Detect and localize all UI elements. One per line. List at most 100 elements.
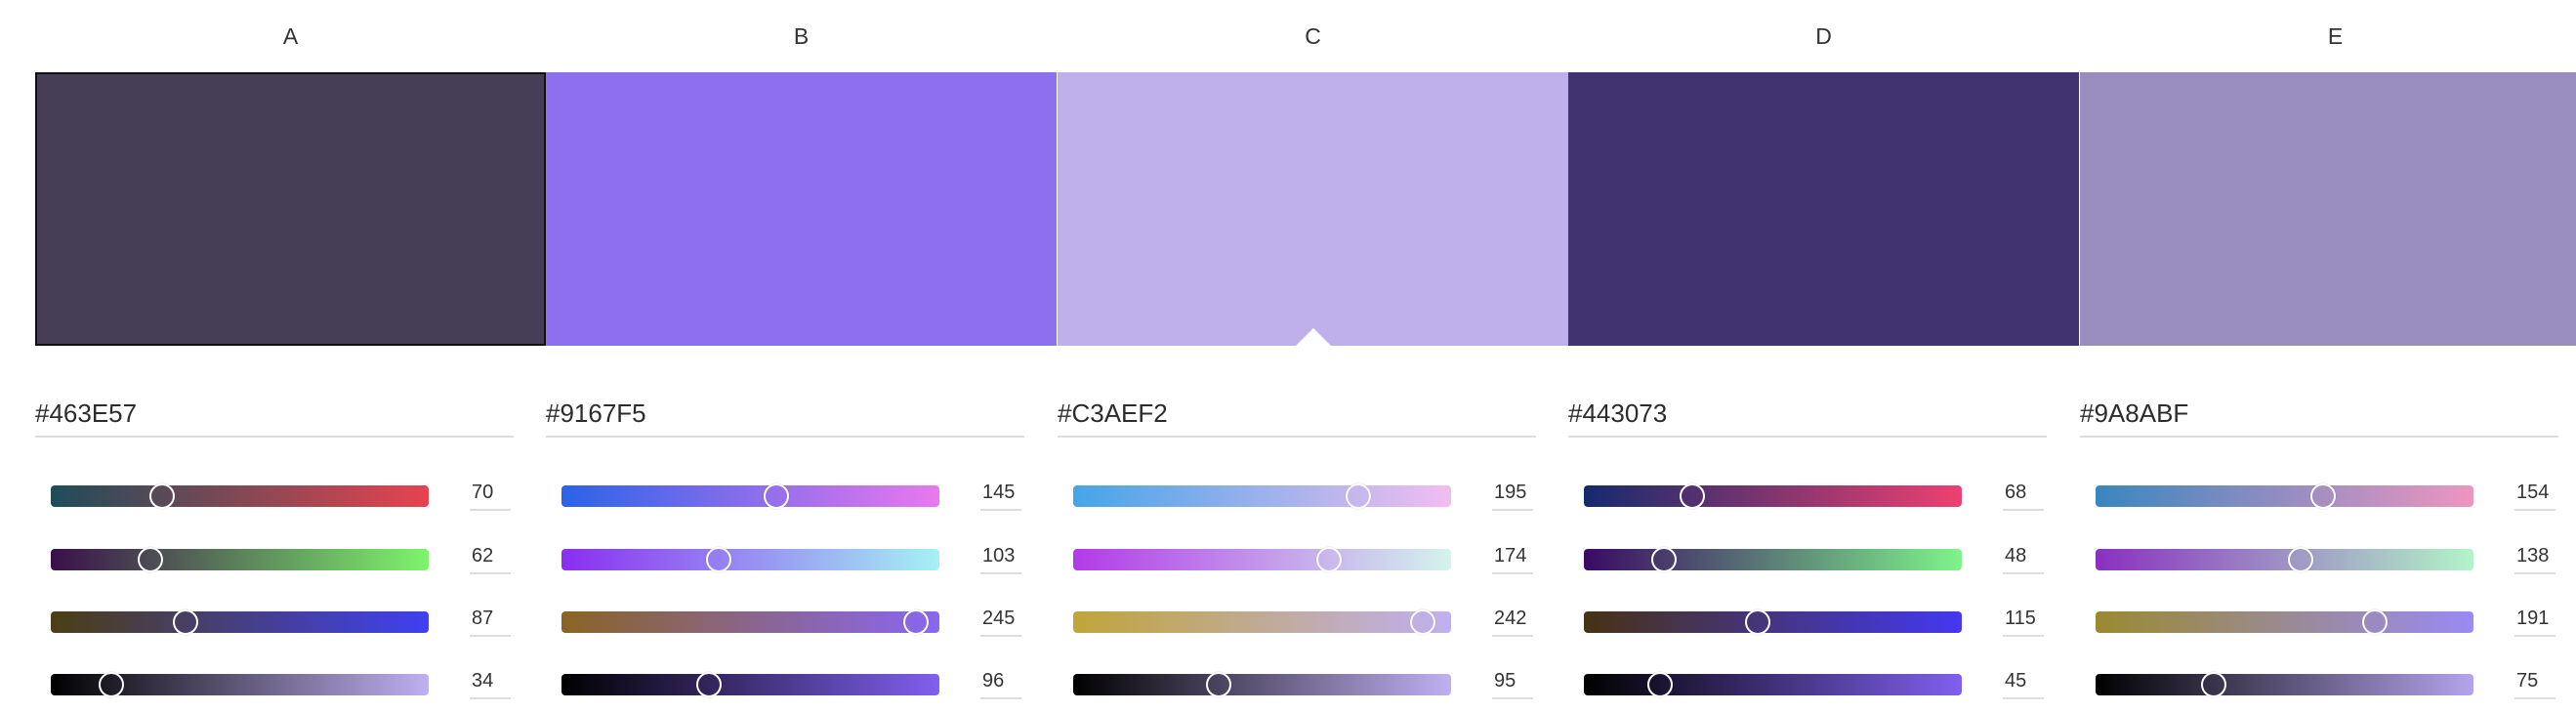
slider-thumb[interactable] — [1410, 609, 1436, 635]
slider-track-blue[interactable] — [51, 609, 429, 635]
slider-track-red[interactable] — [1073, 483, 1451, 509]
slider-track-green[interactable] — [1073, 547, 1451, 572]
hex-input[interactable]: #9167F5 — [546, 397, 1024, 438]
slider-track-red[interactable] — [51, 483, 429, 509]
column-letter: D — [1815, 23, 1832, 49]
slider-track-alpha[interactable] — [2096, 672, 2473, 697]
value-input-blue[interactable]: 191 — [2514, 603, 2555, 637]
slider-row-red: 68 — [1584, 477, 2072, 516]
slider-row-green: 48 — [1584, 540, 2072, 579]
column-letter: A — [282, 23, 299, 49]
value-input-alpha[interactable]: 75 — [2514, 665, 2555, 699]
slider-thumb[interactable] — [172, 609, 198, 635]
slider-row-alpha: 95 — [1073, 665, 1561, 704]
slider-thumb[interactable] — [2361, 609, 2388, 635]
color-column-e: E #9A8ABF 154 138 191 75 — [2080, 0, 2576, 713]
slider-thumb[interactable] — [764, 483, 790, 509]
value-input-alpha[interactable]: 45 — [2003, 665, 2044, 699]
slider-track-alpha[interactable] — [51, 672, 429, 697]
slider-track-green[interactable] — [1584, 547, 1962, 572]
slider-thumb[interactable] — [1647, 672, 1674, 697]
slider-track-red[interactable] — [561, 483, 939, 509]
slider-thumb[interactable] — [1315, 547, 1342, 572]
value-input-blue[interactable]: 242 — [1492, 603, 1533, 637]
caret-up-icon — [1295, 328, 1331, 346]
slider-row-blue: 245 — [561, 603, 1050, 642]
slider-row-red: 154 — [2096, 477, 2576, 516]
slider-row-red: 145 — [561, 477, 1050, 516]
value-input-green[interactable]: 138 — [2514, 540, 2555, 574]
slider-row-alpha: 34 — [51, 665, 539, 704]
hex-input[interactable]: #443073 — [1568, 397, 2047, 438]
value-input-red[interactable]: 70 — [470, 477, 511, 511]
color-column-b: B #9167F5 145 103 245 96 — [546, 0, 1057, 713]
color-column-d: D #443073 68 48 115 45 — [1568, 0, 2079, 713]
value-input-red[interactable]: 154 — [2514, 477, 2555, 511]
color-column-c: C #C3AEF2 195 174 242 95 — [1058, 0, 1568, 713]
column-letter: C — [1305, 23, 1321, 49]
value-input-blue[interactable]: 115 — [2003, 603, 2044, 637]
slider-thumb[interactable] — [1345, 483, 1371, 509]
column-letter: B — [793, 23, 810, 49]
slider-thumb[interactable] — [1206, 672, 1232, 697]
hex-input[interactable]: #463E57 — [35, 397, 514, 438]
value-input-alpha[interactable]: 96 — [980, 665, 1021, 699]
value-input-red[interactable]: 195 — [1492, 477, 1533, 511]
slider-thumb[interactable] — [2310, 483, 2337, 509]
slider-row-green: 138 — [2096, 540, 2576, 579]
slider-track-blue[interactable] — [1073, 609, 1451, 635]
value-input-red[interactable]: 145 — [980, 477, 1021, 511]
color-swatch[interactable] — [2080, 72, 2576, 346]
slider-track-blue[interactable] — [1584, 609, 1962, 635]
slider-track-alpha[interactable] — [561, 672, 939, 697]
hex-input[interactable]: #9A8ABF — [2080, 397, 2558, 438]
slider-thumb[interactable] — [705, 547, 731, 572]
slider-track-green[interactable] — [51, 547, 429, 572]
slider-row-blue: 87 — [51, 603, 539, 642]
slider-thumb[interactable] — [1744, 609, 1770, 635]
value-input-green[interactable]: 62 — [470, 540, 511, 574]
slider-thumb[interactable] — [902, 609, 929, 635]
slider-row-red: 195 — [1073, 477, 1561, 516]
slider-track-alpha[interactable] — [1073, 672, 1451, 697]
slider-thumb[interactable] — [695, 672, 722, 697]
value-input-alpha[interactable]: 95 — [1492, 665, 1533, 699]
value-input-blue[interactable]: 245 — [980, 603, 1021, 637]
value-input-green[interactable]: 174 — [1492, 540, 1533, 574]
slider-row-green: 174 — [1073, 540, 1561, 579]
slider-thumb[interactable] — [99, 672, 125, 697]
slider-thumb[interactable] — [1679, 483, 1705, 509]
slider-track-blue[interactable] — [561, 609, 939, 635]
slider-thumb[interactable] — [2200, 672, 2226, 697]
slider-thumb[interactable] — [1651, 547, 1678, 572]
slider-track-alpha[interactable] — [1584, 672, 1962, 697]
slider-thumb[interactable] — [2288, 547, 2314, 572]
slider-row-alpha: 45 — [1584, 665, 2072, 704]
value-input-green[interactable]: 103 — [980, 540, 1021, 574]
column-letter: E — [2327, 23, 2344, 49]
slider-thumb[interactable] — [138, 547, 164, 572]
color-swatch[interactable] — [546, 72, 1057, 346]
color-swatch[interactable] — [1568, 72, 2079, 346]
hex-input[interactable]: #C3AEF2 — [1058, 397, 1536, 438]
value-input-red[interactable]: 68 — [2003, 477, 2044, 511]
color-swatch[interactable] — [1058, 72, 1568, 346]
slider-track-green[interactable] — [561, 547, 939, 572]
slider-row-alpha: 96 — [561, 665, 1050, 704]
slider-row-green: 103 — [561, 540, 1050, 579]
slider-row-red: 70 — [51, 477, 539, 516]
slider-row-blue: 191 — [2096, 603, 2576, 642]
slider-thumb[interactable] — [148, 483, 175, 509]
value-input-green[interactable]: 48 — [2003, 540, 2044, 574]
slider-track-blue[interactable] — [2096, 609, 2473, 635]
value-input-blue[interactable]: 87 — [470, 603, 511, 637]
slider-row-green: 62 — [51, 540, 539, 579]
color-column-a: A #463E57 70 62 87 34 — [35, 0, 546, 713]
slider-row-blue: 115 — [1584, 603, 2072, 642]
slider-track-red[interactable] — [2096, 483, 2473, 509]
color-swatch[interactable] — [35, 72, 546, 346]
value-input-alpha[interactable]: 34 — [470, 665, 511, 699]
slider-track-red[interactable] — [1584, 483, 1962, 509]
slider-track-green[interactable] — [2096, 547, 2473, 572]
